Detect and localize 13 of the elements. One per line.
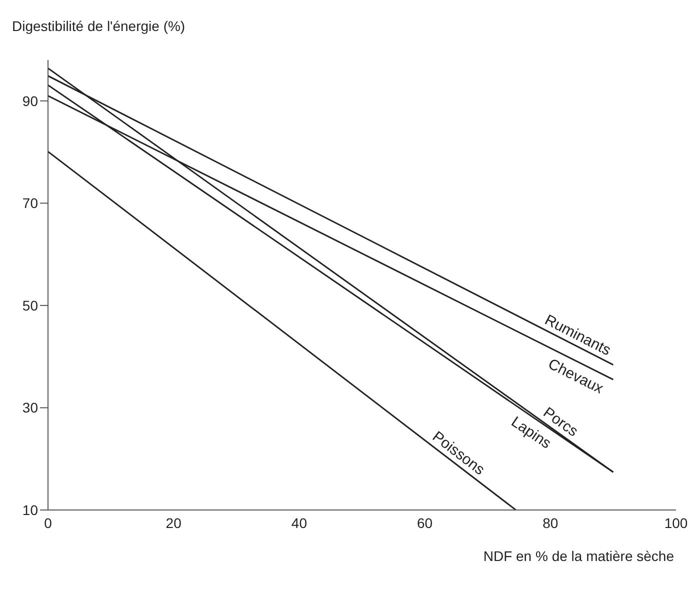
y-tick-label: 50	[22, 297, 38, 314]
y-tick-label: 90	[22, 92, 38, 109]
x-tick-label: 0	[44, 514, 52, 531]
x-tick-label: 60	[417, 514, 433, 531]
x-tick-label: 40	[291, 514, 308, 531]
y-tick-label: 30	[22, 400, 38, 416]
y-tick-label: 70	[22, 195, 38, 212]
x-tick-label: 100	[664, 514, 688, 531]
x-axis-title: NDF en % de la matière sèche	[483, 548, 674, 564]
y-tick-label: 10	[22, 502, 38, 518]
y-axis-title: Digestibilité de l'énergie (%)	[12, 18, 186, 34]
x-tick-label: 20	[166, 514, 182, 531]
x-tick-label: 80	[542, 514, 558, 531]
